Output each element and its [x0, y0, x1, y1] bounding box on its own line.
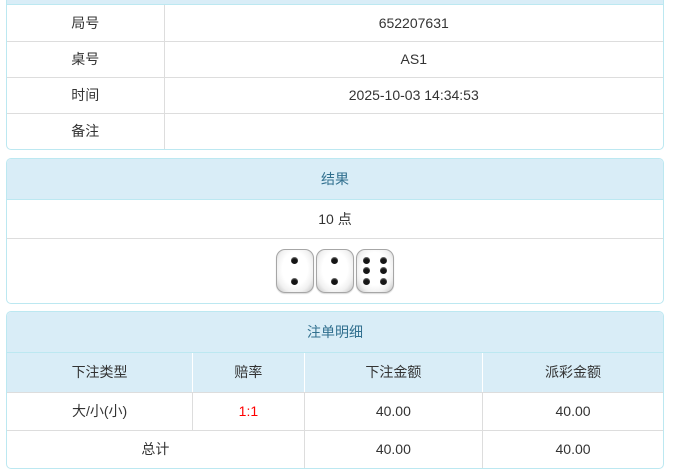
column-header-payout-amount: 派彩金额	[482, 352, 663, 393]
die-pip-empty	[339, 276, 348, 287]
table-row-table-number: 桌号 AS1	[7, 40, 663, 78]
time-value: 2025-10-03 14:34:53	[163, 76, 663, 114]
bet-type-value: 大/小(小)	[7, 391, 194, 431]
remark-label: 备注	[7, 112, 165, 149]
die-pip-empty	[282, 255, 291, 266]
total-payout-amount: 40.00	[482, 429, 663, 468]
die-pip-empty	[282, 276, 291, 287]
bet-details-panel: 注单明细 下注类型 赔率 下注金额 派彩金额 大/小(小) 1:1 40.00 …	[6, 311, 664, 469]
die-pip	[362, 255, 371, 266]
die-pip	[331, 255, 340, 266]
bet-odds-value: 1:1	[192, 391, 305, 431]
table-number-label: 桌号	[7, 40, 165, 78]
bet-details-header-row: 下注类型 赔率 下注金额 派彩金额	[7, 352, 663, 393]
game-number-label: 局号	[7, 4, 165, 42]
table-row-time: 时间 2025-10-03 14:34:53	[7, 76, 663, 114]
column-header-bet-amount: 下注金额	[303, 352, 484, 393]
bet-amount-value: 40.00	[303, 391, 484, 431]
die-pip	[379, 266, 388, 277]
total-label: 总计	[7, 429, 305, 468]
total-bet-amount: 40.00	[303, 429, 484, 468]
die-pip-empty	[371, 276, 380, 287]
die-pip-empty	[291, 266, 300, 277]
result-points: 10 点	[7, 200, 663, 239]
die-pip	[379, 255, 388, 266]
total-row: 总计 40.00 40.00	[7, 429, 663, 468]
payout-amount-value: 40.00	[482, 391, 663, 431]
die-pip-empty	[371, 255, 380, 266]
die-pip	[362, 276, 371, 287]
die-pip-empty	[331, 266, 340, 277]
bet-row: 大/小(小) 1:1 40.00 40.00	[7, 391, 663, 431]
die-pip-empty	[299, 276, 308, 287]
dice-row	[7, 239, 663, 303]
table-row-game-number: 局号 652207631	[7, 4, 663, 42]
die-pip-empty	[371, 266, 380, 277]
result-panel: 结果 10 点	[6, 158, 664, 304]
die-pip-empty	[339, 255, 348, 266]
bet-details-table: 下注类型 赔率 下注金额 派彩金额 大/小(小) 1:1 40.00 40.00…	[7, 352, 663, 468]
column-header-bet-type: 下注类型	[7, 352, 194, 393]
game-info-panel: 局号 652207631 桌号 AS1 时间 2025-10-03 14:34:…	[6, 0, 664, 150]
die-pip-empty	[299, 266, 308, 277]
die-face-2	[276, 249, 314, 293]
die-face-6	[356, 249, 394, 293]
die-face-2	[316, 249, 354, 293]
remark-value	[163, 112, 663, 149]
table-row-remark: 备注	[7, 112, 663, 149]
column-header-odds: 赔率	[192, 352, 305, 393]
die-pip-empty	[322, 266, 331, 277]
die-pip-empty	[282, 266, 291, 277]
die-pip	[291, 255, 300, 266]
die-pip-empty	[339, 266, 348, 277]
result-panel-title: 结果	[7, 159, 663, 200]
game-number-value: 652207631	[163, 4, 663, 42]
die-pip-empty	[299, 255, 308, 266]
time-label: 时间	[7, 76, 165, 114]
die-pip	[331, 276, 340, 287]
game-info-table: 局号 652207631 桌号 AS1 时间 2025-10-03 14:34:…	[7, 4, 663, 149]
bet-details-panel-title: 注单明细	[7, 312, 663, 353]
die-pip	[379, 276, 388, 287]
die-pip	[291, 276, 300, 287]
table-number-value: AS1	[163, 40, 663, 78]
die-pip-empty	[322, 276, 331, 287]
die-pip-empty	[322, 255, 331, 266]
die-pip	[362, 266, 371, 277]
